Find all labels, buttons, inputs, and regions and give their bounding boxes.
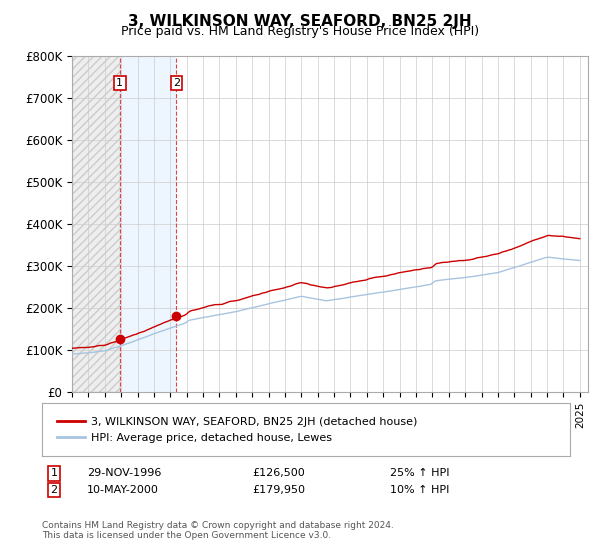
Text: 3, WILKINSON WAY, SEAFORD, BN25 2JH: 3, WILKINSON WAY, SEAFORD, BN25 2JH: [128, 14, 472, 29]
Text: 10-MAY-2000: 10-MAY-2000: [87, 485, 159, 495]
Text: 29-NOV-1996: 29-NOV-1996: [87, 468, 161, 478]
Text: Price paid vs. HM Land Registry's House Price Index (HPI): Price paid vs. HM Land Registry's House …: [121, 25, 479, 38]
Text: 1: 1: [116, 78, 123, 88]
Text: £126,500: £126,500: [252, 468, 305, 478]
Bar: [120, 56, 176, 392]
Text: £179,950: £179,950: [252, 485, 305, 495]
Text: 25% ↑ HPI: 25% ↑ HPI: [390, 468, 449, 478]
Text: 10% ↑ HPI: 10% ↑ HPI: [390, 485, 449, 495]
Legend: 3, WILKINSON WAY, SEAFORD, BN25 2JH (detached house), HPI: Average price, detach: 3, WILKINSON WAY, SEAFORD, BN25 2JH (det…: [53, 413, 421, 447]
Text: 2: 2: [50, 485, 58, 495]
Text: 2: 2: [173, 78, 180, 88]
Text: Contains HM Land Registry data © Crown copyright and database right 2024.
This d: Contains HM Land Registry data © Crown c…: [42, 521, 394, 540]
Bar: [72, 56, 120, 392]
Text: 1: 1: [50, 468, 58, 478]
